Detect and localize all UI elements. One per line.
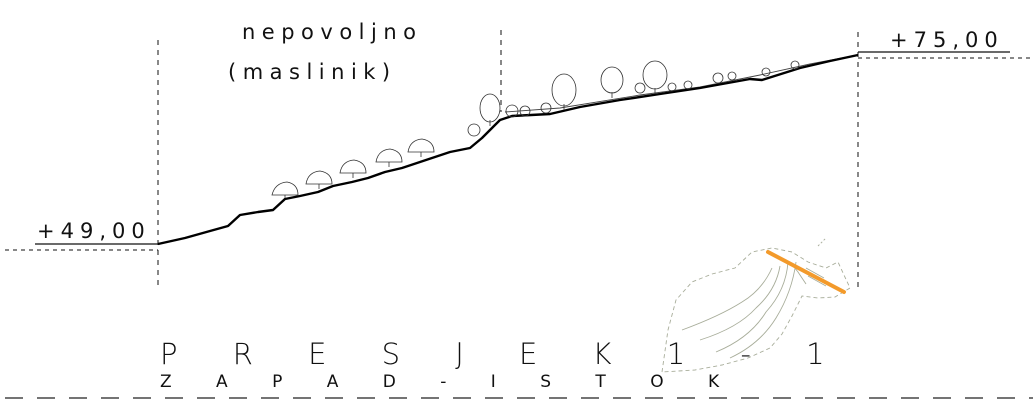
elevation-left-label: +49,00 — [37, 219, 151, 243]
olive-tree — [305, 170, 333, 189]
section-title: P R E S J E K 1 - 1 — [160, 337, 848, 371]
shrub — [467, 123, 481, 137]
section-cut-marker — [766, 250, 846, 294]
tall-tree — [600, 66, 624, 98]
terrain-profile — [157, 53, 859, 246]
tall-tree — [551, 73, 577, 110]
shrub — [634, 60, 800, 94]
olive-tree — [339, 159, 367, 178]
olive-tree — [375, 148, 403, 167]
zone-label-line2: (maslinik) — [228, 60, 397, 84]
section-subtitle: Z A P A D - I S T O K — [160, 372, 739, 392]
elevation-right-label: +75,00 — [890, 28, 1004, 52]
olive-tree — [407, 138, 435, 157]
tall-tree — [479, 93, 501, 126]
vegetation — [271, 60, 800, 198]
olive-tree — [271, 181, 299, 198]
tall-tree — [642, 60, 668, 94]
zone-label-line1: nepovoljno — [242, 20, 423, 44]
shrub — [505, 102, 552, 118]
